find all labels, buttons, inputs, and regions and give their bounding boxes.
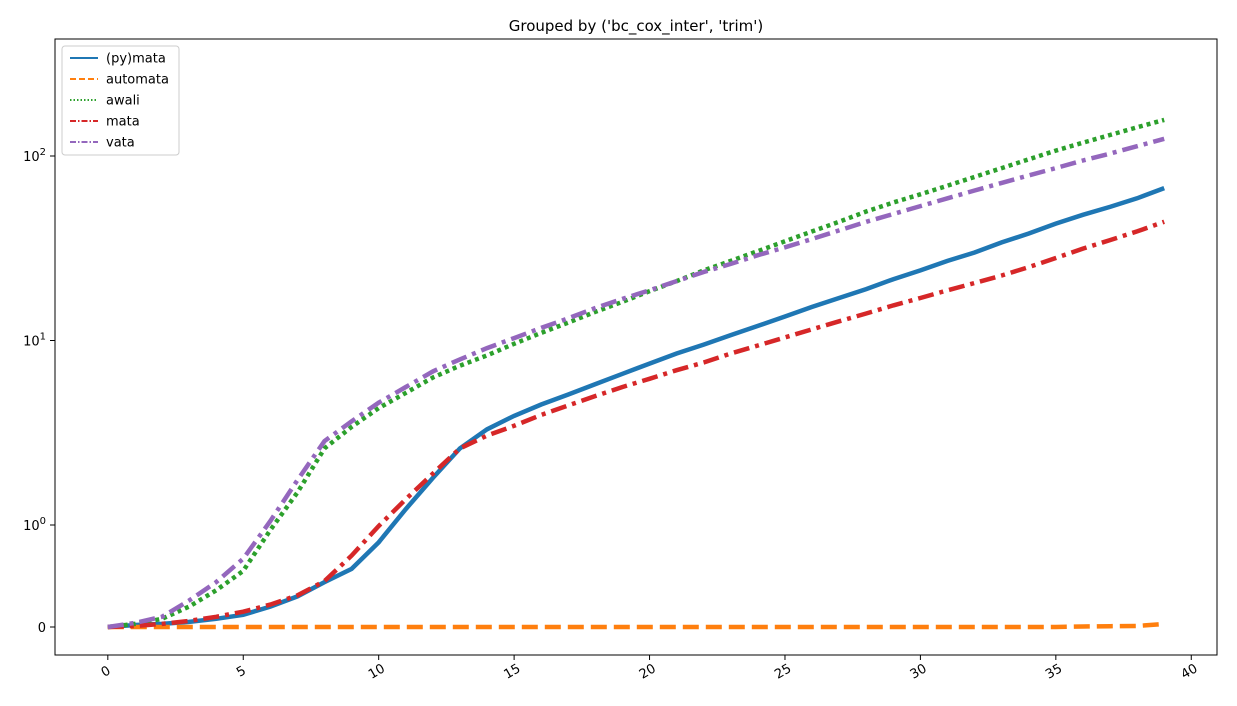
series-line-awali [107, 117, 1165, 630]
legend-label: (py)mata [106, 52, 166, 67]
legend-label: automata [106, 73, 169, 88]
plot-area-frame [54, 38, 1218, 656]
y-tick-label: 100 [23, 516, 46, 534]
y-axis: 0 100 101 102 [23, 147, 55, 636]
x-tick-label: 40 [1179, 661, 1201, 682]
series-line-vata [107, 136, 1165, 630]
series-line-mata [107, 219, 1165, 630]
series-line-py-mata [107, 185, 1165, 630]
x-tick-label: 20 [637, 661, 659, 682]
y-tick-label: 0 [38, 621, 46, 636]
x-tick-label: 35 [1043, 661, 1065, 682]
legend-label: mata [106, 115, 140, 130]
legend: (py)mata automata awali mata vata [61, 45, 180, 156]
x-tick-label: 30 [908, 661, 930, 682]
x-tick-label: 25 [772, 661, 794, 682]
legend-label: awali [106, 94, 140, 109]
series-line-automata [107, 621, 1165, 630]
series-layer [107, 117, 1165, 630]
x-tick-label: 15 [501, 661, 523, 682]
legend-label: vata [106, 136, 135, 151]
x-axis: 0 5 10 15 20 25 30 35 40 [99, 655, 1201, 683]
y-tick-label: 101 [23, 332, 46, 350]
chart-title: Grouped by ('bc_cox_inter', 'trim') [509, 17, 763, 36]
x-tick-label: 10 [366, 661, 388, 682]
y-tick-label: 102 [23, 147, 46, 165]
legend-box [61, 45, 180, 156]
